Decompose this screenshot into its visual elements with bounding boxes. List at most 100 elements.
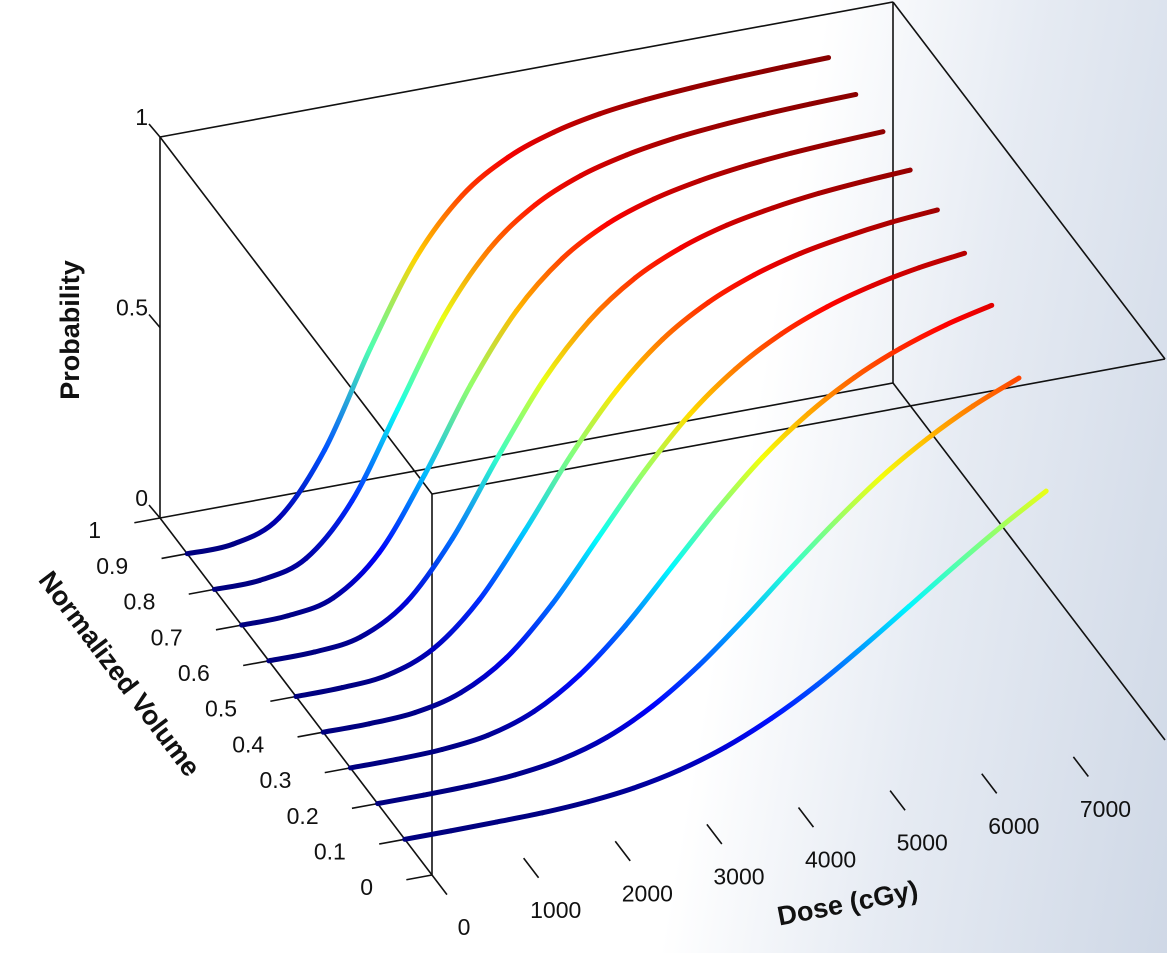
y-tick xyxy=(379,838,405,845)
curve-segment xyxy=(816,178,867,196)
curve-segment xyxy=(597,97,648,117)
curve-segment xyxy=(697,163,749,184)
curve-segment xyxy=(814,644,866,688)
curve-segment xyxy=(778,304,830,337)
curve-segment xyxy=(834,129,886,145)
curve-segment xyxy=(668,507,720,571)
x-tick-label: 4000 xyxy=(805,847,856,873)
curve-segment xyxy=(513,256,565,314)
y-tick xyxy=(324,767,351,774)
x-tick-label: 5000 xyxy=(897,830,948,856)
curve-segment xyxy=(851,346,903,381)
x-tick xyxy=(1072,756,1089,777)
x-tick xyxy=(889,790,906,811)
curve-segment xyxy=(385,646,436,678)
x-tick xyxy=(431,874,448,896)
curve-segment xyxy=(641,411,693,475)
curve-segment xyxy=(458,655,509,696)
curve-segment xyxy=(420,783,472,798)
curve-segment xyxy=(787,518,839,572)
curve-segment xyxy=(539,799,591,816)
y-tick-label: 1 xyxy=(88,517,101,543)
curve-segment xyxy=(568,387,620,458)
y-tick-label: 0.8 xyxy=(123,589,155,615)
curve-segment xyxy=(495,377,547,460)
curve-segment xyxy=(649,663,701,709)
curve-segment xyxy=(741,566,793,622)
curve-segment xyxy=(642,85,694,103)
curve-segment xyxy=(412,690,464,716)
y-tick xyxy=(406,874,433,881)
curve-segment xyxy=(367,254,419,351)
curve-segment xyxy=(861,167,913,184)
curve-segment xyxy=(906,563,958,610)
curve-segment xyxy=(440,246,492,320)
box-edge xyxy=(159,1,894,138)
curve-segment xyxy=(531,672,582,715)
curve-segment xyxy=(824,282,876,310)
curve-segment xyxy=(485,709,537,738)
curve-segment xyxy=(970,375,1022,409)
curve-segment xyxy=(395,314,446,412)
curve-segment xyxy=(184,541,236,557)
curve-segment xyxy=(330,550,382,601)
curve-segment xyxy=(312,634,363,655)
z-tick-label: 0 xyxy=(135,485,148,511)
y-tick-label: 0.3 xyxy=(259,767,291,793)
curve-segment xyxy=(768,682,820,721)
curve-segment xyxy=(402,828,454,842)
curve-segment xyxy=(349,406,401,504)
curve-segment xyxy=(366,710,418,727)
curve-segment xyxy=(413,193,465,260)
curve-segment xyxy=(760,410,812,460)
curve-segment xyxy=(586,275,638,324)
curve-segment xyxy=(622,565,674,629)
y-tick-label: 0.2 xyxy=(287,803,319,829)
y-tick-label: 0.9 xyxy=(96,553,128,579)
curve-segment xyxy=(551,111,603,135)
curve-segment xyxy=(695,616,747,669)
y-tick-label: 0.7 xyxy=(151,624,183,650)
curve-segment xyxy=(624,136,676,158)
y-tick xyxy=(243,660,269,667)
curve-segment xyxy=(632,245,684,281)
curve-segment xyxy=(997,488,1049,530)
curve-segment xyxy=(211,577,263,592)
y-tick xyxy=(270,695,297,703)
z-tick-label: 1 xyxy=(135,104,148,130)
curve-segment xyxy=(284,595,336,619)
curve-segment xyxy=(558,734,610,763)
box-edge xyxy=(431,358,1166,495)
curve-segment xyxy=(559,220,611,262)
x-tick-label: 6000 xyxy=(988,813,1039,839)
curve-segment xyxy=(714,454,766,513)
x-tick xyxy=(797,807,815,828)
curve-segment xyxy=(733,331,784,372)
curve-segment xyxy=(705,272,757,305)
curve-segment xyxy=(393,747,445,762)
curve-segment xyxy=(660,299,711,342)
curve-segment xyxy=(339,672,391,691)
curve-segment xyxy=(486,202,538,252)
y-tick-label: 0 xyxy=(360,874,373,900)
curve-segment xyxy=(788,139,840,156)
curve-segment xyxy=(376,471,428,556)
y-tick-label: 0.1 xyxy=(314,839,346,865)
curve-segment xyxy=(257,555,309,583)
curve-segment xyxy=(751,251,803,278)
curve-segment xyxy=(943,302,995,328)
curve-segment xyxy=(797,234,849,257)
curve-segment xyxy=(595,469,647,541)
y-tick xyxy=(134,517,161,524)
curve-segment xyxy=(449,454,501,542)
curve-segment xyxy=(266,649,318,664)
x-tick xyxy=(522,857,540,879)
curve-segment xyxy=(468,308,519,388)
curve-segment xyxy=(403,536,455,605)
y-tick xyxy=(351,802,378,810)
curve-segment xyxy=(734,64,786,80)
curve-segment xyxy=(578,152,630,179)
curve-segment xyxy=(722,715,774,750)
